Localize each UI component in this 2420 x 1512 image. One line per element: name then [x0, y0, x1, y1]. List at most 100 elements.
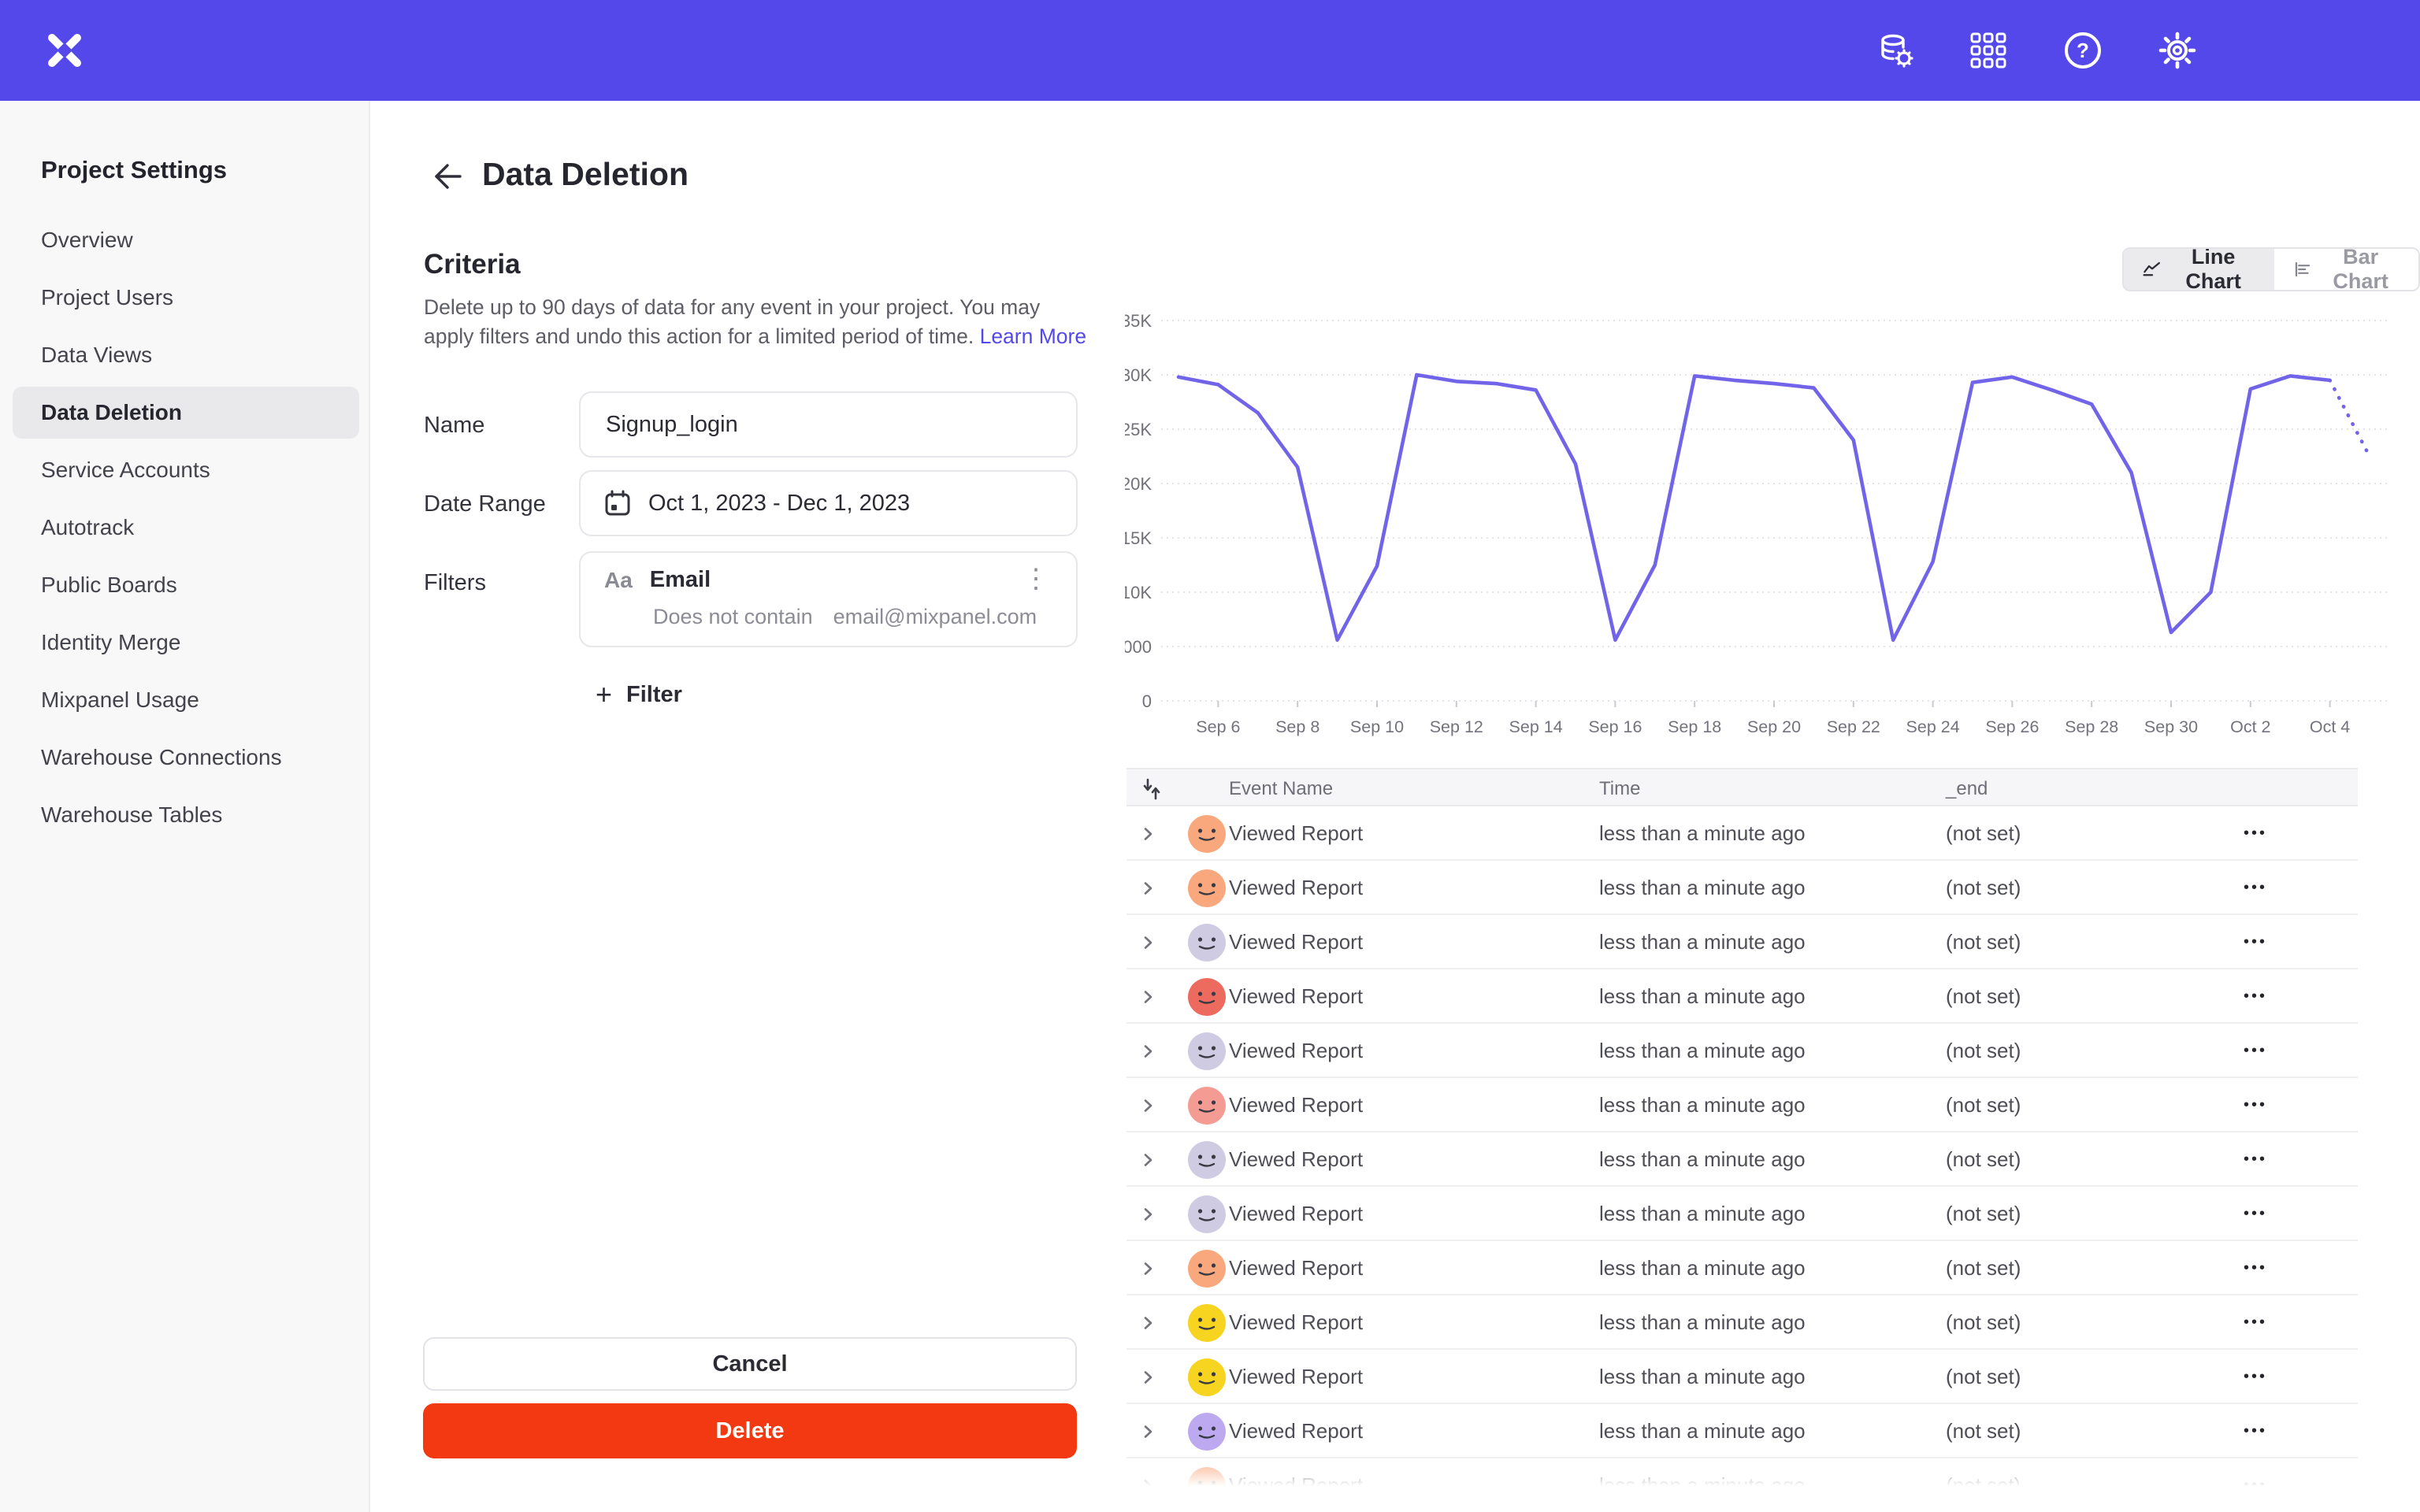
row-expander-chevron-icon[interactable]	[1138, 806, 1158, 861]
table-row[interactable]: Viewed Report less than a minute ago (not …	[1126, 1458, 2358, 1512]
sidebar: Project Settings Overview Project Users Da…	[0, 101, 370, 1512]
row-expander-chevron-icon[interactable]	[1138, 915, 1158, 969]
bar-chart-toggle[interactable]: Bar Chart	[2274, 249, 2418, 290]
row-kebab-icon[interactable]: •••	[2244, 1042, 2268, 1059]
user-avatar	[1188, 861, 1226, 915]
table-row[interactable]: Viewed Report less than a minute ago (not …	[1126, 1350, 2358, 1404]
filter-operator[interactable]: Does not contain	[653, 605, 813, 628]
table-row[interactable]: Viewed Report less than a minute ago (not …	[1126, 1404, 2358, 1458]
column-header-event-name[interactable]: Event Name	[1229, 777, 1334, 799]
sidebar-item-project-users[interactable]: Project Users	[13, 272, 359, 324]
row-kebab-icon[interactable]: •••	[2244, 1314, 2268, 1331]
table-row[interactable]: Viewed Report less than a minute ago (not …	[1126, 1241, 2358, 1295]
table-header-row: Event Name Time _end	[1126, 768, 2358, 806]
time-cell: less than a minute ago	[1599, 984, 1806, 1008]
table-row[interactable]: Viewed Report less than a minute ago (not …	[1126, 1078, 2358, 1132]
time-cell: less than a minute ago	[1599, 930, 1806, 954]
table-row[interactable]: Viewed Report less than a minute ago (not …	[1126, 969, 2358, 1024]
row-kebab-icon[interactable]: •••	[2244, 1096, 2268, 1114]
row-expander-chevron-icon[interactable]	[1138, 1241, 1158, 1295]
settings-gear-icon[interactable]	[2152, 25, 2203, 76]
column-header-time[interactable]: Time	[1599, 777, 1641, 799]
table-row[interactable]: Viewed Report less than a minute ago (not …	[1126, 861, 2358, 915]
learn-more-link[interactable]: Learn More	[979, 324, 1087, 348]
row-kebab-icon[interactable]: •••	[2244, 879, 2268, 896]
event-name-cell: Viewed Report	[1229, 821, 1364, 845]
row-expander-chevron-icon[interactable]	[1138, 1350, 1158, 1404]
filter-card[interactable]: Aa Email Does not contain email@mixpanel…	[579, 551, 1078, 647]
line-chart: 0 5,000 10K 15K 20K 25K 30K 35K Sep 6 Sep 8 Sep 10…	[1125, 309, 2417, 747]
filter-kebab-icon[interactable]: ⋮	[1023, 564, 1049, 594]
apps-grid-icon[interactable]	[1963, 25, 2014, 76]
time-cell: less than a minute ago	[1599, 1473, 1806, 1497]
name-input[interactable]: Signup_login	[579, 391, 1078, 458]
sidebar-item-label: Warehouse Tables	[41, 802, 223, 827]
sidebar-item-warehouse-connections[interactable]: Warehouse Connections	[13, 732, 359, 784]
data-settings-icon[interactable]	[1871, 25, 1921, 76]
row-kebab-icon[interactable]: •••	[2244, 1205, 2268, 1222]
table-row[interactable]: Viewed Report less than a minute ago (not …	[1126, 1132, 2358, 1187]
svg-text:Oct 4: Oct 4	[2310, 717, 2350, 736]
sidebar-item-warehouse-tables[interactable]: Warehouse Tables	[13, 789, 359, 841]
row-kebab-icon[interactable]: •••	[2244, 825, 2268, 842]
row-expander-chevron-icon[interactable]	[1138, 1187, 1158, 1241]
sidebar-item-service-accounts[interactable]: Service Accounts	[13, 444, 359, 496]
row-expander-chevron-icon[interactable]	[1138, 1404, 1158, 1458]
svg-text:Oct 2: Oct 2	[2230, 717, 2270, 736]
filter-value[interactable]: email@mixpanel.com	[833, 605, 1037, 628]
mixpanel-logo[interactable]	[44, 30, 85, 71]
column-header-end[interactable]: _end	[1946, 777, 1988, 799]
table-row[interactable]: Viewed Report less than a minute ago (not …	[1126, 1187, 2358, 1241]
row-kebab-icon[interactable]: •••	[2244, 1151, 2268, 1168]
event-name-cell: Viewed Report	[1229, 1256, 1364, 1280]
filter-property: Email	[649, 567, 711, 592]
date-range-input[interactable]: Oct 1, 2023 - Dec 1, 2023	[579, 470, 1078, 536]
date-range-label: Date Range	[424, 491, 546, 517]
row-expander-chevron-icon[interactable]	[1138, 969, 1158, 1024]
cancel-button[interactable]: Cancel	[423, 1337, 1077, 1391]
end-cell: (not set)	[1946, 1365, 2021, 1388]
sidebar-item-label: Service Accounts	[41, 458, 210, 482]
sidebar-item-label: Data Views	[41, 343, 153, 367]
row-expander-chevron-icon[interactable]	[1138, 1295, 1158, 1350]
name-label: Name	[424, 413, 485, 438]
table-row[interactable]: Viewed Report less than a minute ago (not …	[1126, 1024, 2358, 1078]
row-kebab-icon[interactable]: •••	[2244, 933, 2268, 951]
line-chart-toggle-label: Line Chart	[2185, 247, 2241, 291]
sidebar-item-autotrack[interactable]: Autotrack	[13, 502, 359, 554]
row-kebab-icon[interactable]: •••	[2244, 988, 2268, 1005]
row-expander-chevron-icon[interactable]	[1138, 1078, 1158, 1132]
row-kebab-icon[interactable]: •••	[2244, 1368, 2268, 1385]
time-cell: less than a minute ago	[1599, 876, 1806, 899]
sidebar-item-data-deletion[interactable]: Data Deletion	[13, 387, 359, 439]
criteria-description: Delete up to 90 days of data for any eve…	[424, 293, 1089, 351]
sidebar-item-public-boards[interactable]: Public Boards	[13, 559, 359, 611]
sidebar-item-overview[interactable]: Overview	[13, 214, 359, 266]
row-expander-chevron-icon[interactable]	[1138, 1024, 1158, 1078]
end-cell: (not set)	[1946, 1419, 2021, 1443]
line-chart-toggle[interactable]: Line Chart	[2124, 247, 2275, 291]
row-kebab-icon[interactable]: •••	[2244, 1422, 2268, 1440]
delete-button[interactable]: Delete	[423, 1403, 1077, 1458]
table-row[interactable]: Viewed Report less than a minute ago (not …	[1126, 915, 2358, 969]
row-expander-chevron-icon[interactable]	[1138, 861, 1158, 915]
svg-text:35K: 35K	[1125, 311, 1152, 331]
svg-text:Sep 10: Sep 10	[1350, 717, 1404, 736]
back-button[interactable]	[427, 156, 468, 197]
end-cell: (not set)	[1946, 1147, 2021, 1171]
help-icon[interactable]: ?	[2058, 25, 2108, 76]
add-filter-button[interactable]: + Filter	[596, 676, 682, 713]
sidebar-item-data-views[interactable]: Data Views	[13, 329, 359, 381]
sidebar-item-mixpanel-usage[interactable]: Mixpanel Usage	[13, 674, 359, 726]
time-cell: less than a minute ago	[1599, 1419, 1806, 1443]
table-row[interactable]: Viewed Report less than a minute ago (not …	[1126, 806, 2358, 861]
sidebar-item-identity-merge[interactable]: Identity Merge	[13, 617, 359, 669]
svg-text:Sep 28: Sep 28	[2065, 717, 2118, 736]
table-row[interactable]: Viewed Report less than a minute ago (not …	[1126, 1295, 2358, 1350]
row-kebab-icon[interactable]: •••	[2244, 1259, 2268, 1277]
row-expander-chevron-icon[interactable]	[1138, 1132, 1158, 1187]
row-expander-chevron-icon[interactable]	[1138, 1458, 1158, 1512]
sort-icon[interactable]	[1141, 769, 1163, 808]
user-avatar	[1188, 806, 1226, 861]
row-kebab-icon[interactable]: •••	[2244, 1477, 2268, 1494]
